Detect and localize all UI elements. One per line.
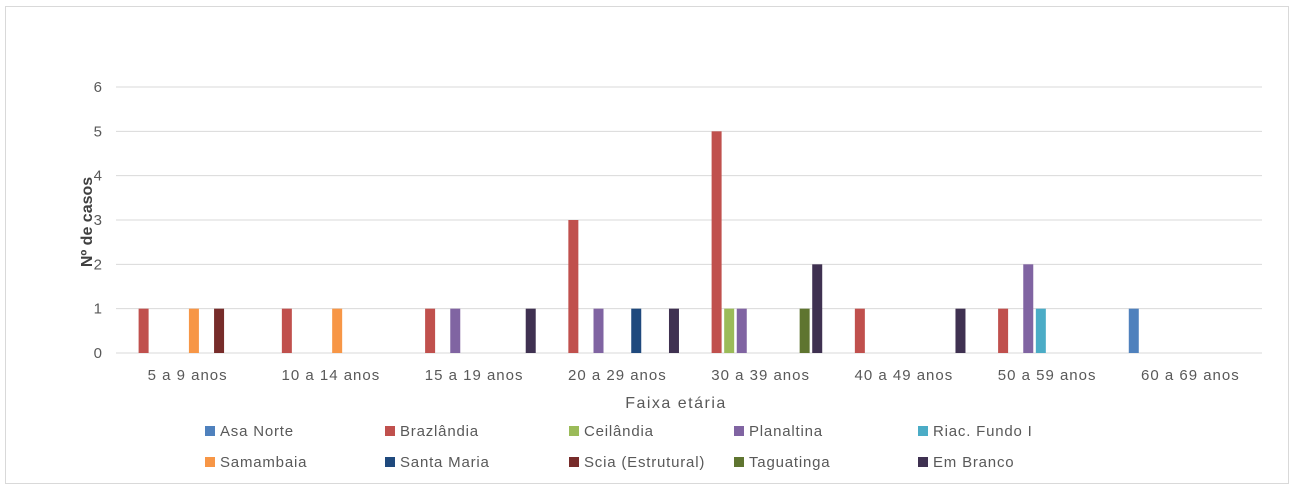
legend-item: Taguatinga: [734, 454, 830, 471]
bar: [281, 308, 292, 353]
legend-swatch: [385, 426, 395, 436]
bar: [631, 308, 642, 353]
x-tick-label: 60 a 69 anos: [1141, 367, 1240, 384]
legend-item: Ceilândia: [569, 423, 654, 440]
y-tick-label: 3: [94, 212, 102, 229]
x-tick-label: 20 a 29 anos: [568, 367, 667, 384]
y-tick-label: 0: [94, 345, 102, 362]
y-tick-label: 6: [94, 79, 102, 96]
legend-label: Brazlândia: [400, 423, 479, 440]
x-tick-label: 40 a 49 anos: [855, 367, 954, 384]
x-tick-label: 5 a 9 anos: [148, 367, 228, 384]
bar: [812, 264, 823, 353]
legend-label: Em Branco: [933, 454, 1014, 471]
bar: [998, 308, 1009, 353]
y-tick-label: 2: [94, 256, 102, 273]
y-tick-label: 5: [94, 123, 102, 140]
bar: [736, 308, 747, 353]
gridlines: [116, 86, 1262, 354]
bar: [568, 220, 579, 353]
x-axis-ticks: 5 a 9 anos 10 a 14 anos 15 a 19 anos 20 a 2…: [148, 367, 1240, 384]
bar: [955, 308, 966, 353]
bar: [724, 308, 735, 353]
legend-item: Scia (Estrutural): [569, 454, 705, 471]
bar: [138, 308, 149, 353]
legend-swatch: [569, 457, 579, 467]
bar: [799, 308, 810, 353]
x-tick-label: 15 a 19 anos: [425, 367, 524, 384]
legend-item: Em Branco: [918, 454, 1014, 471]
legend-item: Asa Norte: [205, 423, 294, 440]
y-tick-label: 1: [94, 301, 102, 318]
legend-label: Ceilândia: [584, 423, 654, 440]
legend-swatch: [734, 426, 744, 436]
legend-label: Riac. Fundo I: [933, 423, 1033, 440]
legend-item: Riac. Fundo I: [918, 423, 1033, 440]
legend-item: Planaltina: [734, 423, 823, 440]
x-tick-label: 10 a 14 anos: [282, 367, 381, 384]
legend-swatch: [918, 457, 928, 467]
legend-swatch: [734, 457, 744, 467]
legend-label: Taguatinga: [749, 454, 830, 471]
legend-item: Santa Maria: [385, 454, 490, 471]
legend-swatch: [918, 426, 928, 436]
bar: [450, 308, 461, 353]
bar: [668, 308, 679, 353]
legend-swatch: [385, 457, 395, 467]
legend-label: Samambaia: [220, 454, 307, 471]
bar: [1023, 264, 1034, 353]
legend-label: Planaltina: [749, 423, 823, 440]
legend-swatch: [205, 457, 215, 467]
bar: [425, 308, 436, 353]
legend-label: Santa Maria: [400, 454, 490, 471]
legend-item: Samambaia: [205, 454, 307, 471]
bar: [1035, 308, 1046, 353]
x-tick-label: 30 a 39 anos: [711, 367, 810, 384]
bar: [1128, 308, 1139, 353]
bars: [138, 131, 1139, 353]
bar: [854, 308, 865, 353]
legend-swatch: [569, 426, 579, 436]
y-tick-label: 4: [94, 168, 102, 185]
x-tick-label: 50 a 59 anos: [998, 367, 1097, 384]
legend-label: Scia (Estrutural): [584, 454, 705, 471]
bar: [711, 131, 722, 353]
y-axis-ticks: 0 1 2 3 4 5 6: [94, 79, 102, 362]
x-axis-title: Faixa etária: [625, 395, 727, 412]
chart-frame: [5, 6, 1289, 484]
legend-swatch: [205, 426, 215, 436]
bar: [214, 308, 225, 353]
legend-item: Brazlândia: [385, 423, 479, 440]
legend-label: Asa Norte: [220, 423, 294, 440]
bar: [332, 308, 343, 353]
y-axis-title: Nº de casos: [79, 177, 96, 267]
bar: [593, 308, 604, 353]
bar: [188, 308, 199, 353]
bar: [525, 308, 536, 353]
legend: Asa Norte Brazlândia Ceilândia Planaltina Ri…: [205, 423, 1033, 471]
